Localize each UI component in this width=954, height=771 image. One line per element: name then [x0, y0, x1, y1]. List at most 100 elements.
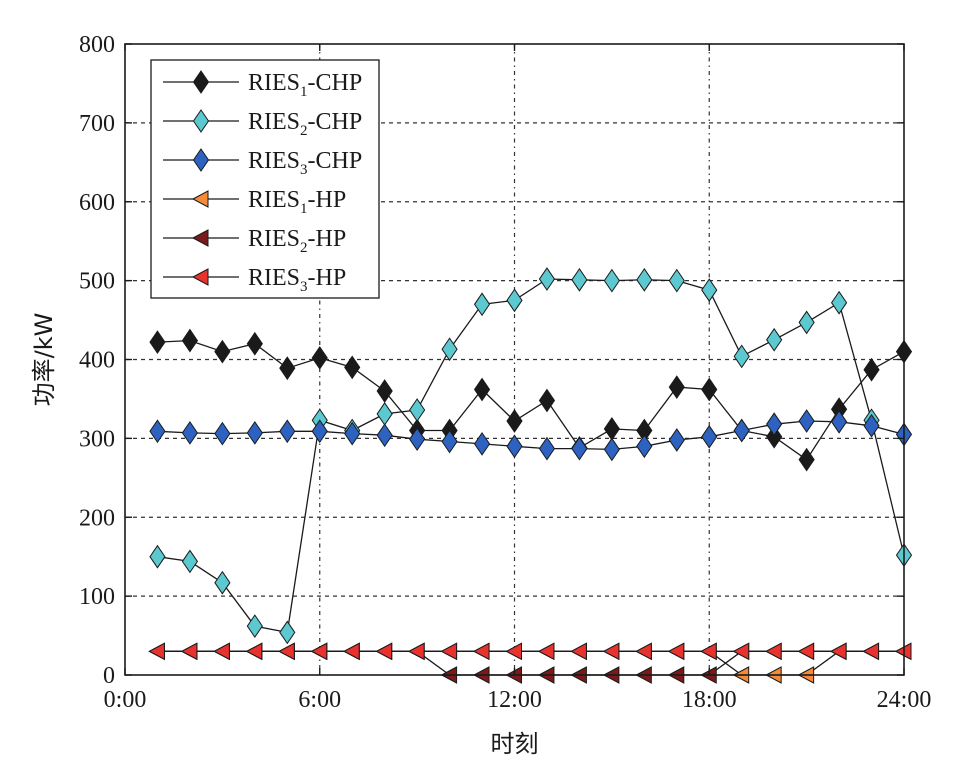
data-point	[603, 268, 620, 293]
y-tick-label: 800	[79, 32, 115, 58]
data-point	[766, 424, 783, 449]
series-markers-ries1-hp	[148, 642, 912, 684]
data-point	[797, 642, 815, 661]
data-point	[376, 402, 393, 426]
x-tick-label: 12:00	[487, 687, 542, 713]
data-point	[181, 420, 199, 445]
y-tick-label: 300	[79, 426, 115, 452]
series-line-ries1-hp	[157, 650, 904, 676]
series-line-ries1-chp	[157, 339, 905, 461]
data-point	[311, 419, 328, 444]
data-point	[506, 409, 523, 433]
series-markers-ries2-hp	[148, 642, 912, 684]
data-point	[408, 642, 425, 661]
data-point	[830, 409, 848, 434]
data-point	[181, 549, 199, 574]
data-point	[571, 436, 588, 461]
data-point	[766, 412, 783, 437]
data-point	[668, 268, 685, 293]
legend-marker	[191, 268, 209, 286]
legend-label: RIES3-HP	[248, 265, 346, 295]
data-point	[441, 429, 458, 454]
y-tick-label: 500	[79, 269, 115, 295]
series-markers-ries2-chp	[149, 267, 913, 645]
data-point	[473, 292, 491, 317]
data-point	[409, 398, 426, 422]
data-point	[472, 642, 490, 661]
data-point	[538, 388, 556, 413]
legend-marker	[192, 148, 210, 172]
data-point	[506, 288, 523, 313]
data-point	[636, 434, 653, 459]
data-point	[214, 570, 231, 595]
data-point	[603, 417, 620, 441]
data-point	[798, 310, 815, 335]
data-point	[278, 642, 295, 661]
legend-label: RIES2-HP	[248, 226, 346, 256]
data-point	[701, 377, 718, 402]
axis-ticks	[124, 43, 905, 676]
data-point	[798, 409, 815, 433]
series-markers-ries3-chp	[149, 409, 913, 462]
y-tick-label: 100	[79, 584, 115, 610]
data-point	[538, 267, 556, 291]
data-point	[311, 346, 328, 370]
data-point	[246, 331, 263, 356]
series-line-ries2-hp	[157, 650, 904, 676]
legend-marker	[192, 109, 210, 133]
data-point	[149, 330, 166, 355]
x-tick-label: 18:00	[682, 687, 737, 713]
data-point	[602, 642, 620, 661]
y-tick-label: 200	[79, 505, 115, 531]
data-point	[376, 423, 393, 448]
legend-label: RIES2-CHP	[248, 109, 362, 139]
y-tick-label: 0	[103, 663, 115, 689]
legend-marker	[191, 190, 209, 208]
data-point	[246, 614, 263, 638]
data-point	[862, 642, 880, 661]
data-point	[701, 424, 718, 449]
data-point	[733, 344, 750, 369]
y-tick-label: 400	[79, 348, 115, 374]
data-point	[668, 428, 685, 452]
series-line-ries3-chp	[157, 420, 905, 451]
legend-label: RIES1-CHP	[248, 70, 362, 100]
data-point	[863, 357, 880, 382]
data-point	[214, 421, 231, 446]
data-point	[246, 420, 263, 445]
data-point	[732, 642, 750, 661]
data-point	[863, 413, 880, 438]
data-point	[830, 642, 847, 661]
y-tick-label: 700	[79, 111, 115, 137]
x-tick-labels: 0:00 6:00 12:00 18:00 24:00	[104, 687, 932, 713]
data-point	[830, 290, 848, 315]
legend-marker	[191, 229, 209, 247]
data-point	[245, 642, 263, 661]
data-point	[214, 339, 231, 364]
data-point	[441, 337, 458, 362]
data-point	[473, 377, 491, 402]
data-point	[733, 418, 750, 443]
legend-label: RIES1-HP	[248, 187, 346, 217]
data-point	[506, 434, 523, 459]
data-point	[343, 642, 360, 661]
data-point	[310, 642, 328, 661]
data-point	[279, 356, 296, 381]
series-markers-ries3-hp	[148, 642, 912, 661]
data-point	[279, 419, 296, 444]
series-markers	[148, 267, 913, 684]
data-point	[180, 642, 198, 661]
data-point	[603, 437, 620, 462]
legend: RIES1-CHP RIES2-CHP RIES3-CHP RIES1-HP RIES2…	[150, 59, 380, 299]
data-point	[537, 642, 555, 661]
data-point	[668, 375, 685, 399]
data-point	[409, 427, 426, 452]
data-point	[149, 419, 166, 444]
data-point	[571, 267, 588, 292]
x-tick-label: 0:00	[104, 687, 147, 713]
data-point	[667, 642, 685, 661]
data-point	[505, 642, 522, 661]
x-axis-label: 时刻	[491, 730, 539, 758]
data-point	[213, 642, 230, 661]
